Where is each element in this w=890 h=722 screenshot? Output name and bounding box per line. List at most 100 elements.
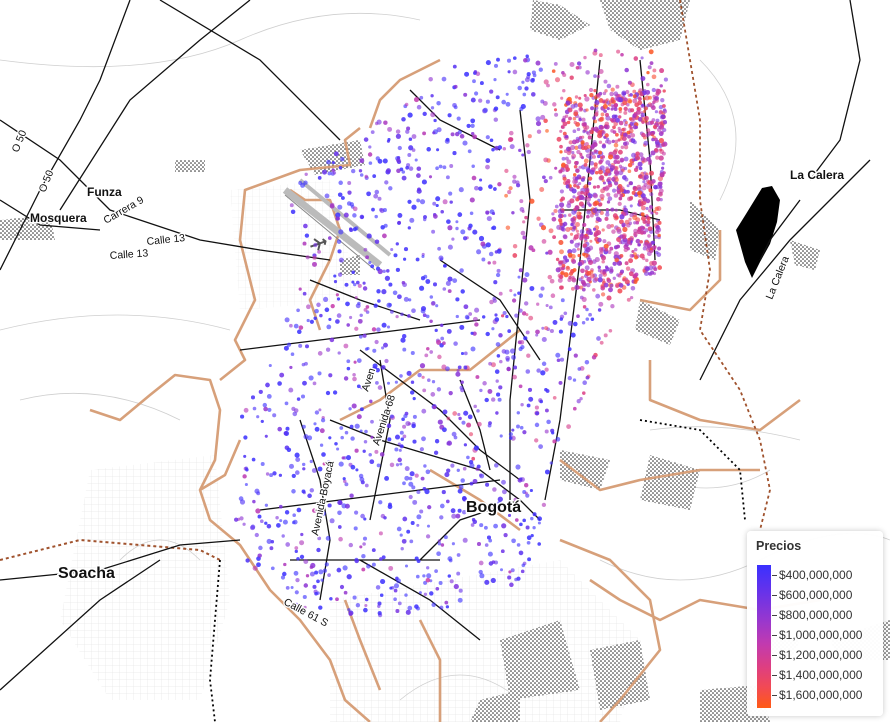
price-point bbox=[647, 131, 652, 136]
price-point bbox=[295, 457, 301, 462]
price-point bbox=[478, 560, 484, 566]
price-point bbox=[295, 470, 300, 475]
price-point bbox=[614, 117, 620, 123]
price-point bbox=[404, 411, 409, 416]
price-point bbox=[549, 328, 554, 334]
price-point bbox=[554, 204, 559, 209]
price-point bbox=[243, 407, 249, 413]
price-point bbox=[646, 82, 650, 87]
price-point bbox=[283, 431, 288, 436]
price-point bbox=[582, 243, 588, 248]
price-point bbox=[452, 151, 457, 156]
price-point bbox=[340, 435, 344, 440]
price-point bbox=[507, 70, 511, 74]
price-point bbox=[402, 516, 408, 522]
price-point bbox=[601, 255, 606, 261]
price-point bbox=[317, 176, 322, 180]
price-point bbox=[582, 222, 587, 228]
price-point bbox=[377, 299, 381, 303]
price-point bbox=[370, 264, 375, 269]
price-point bbox=[353, 282, 357, 287]
price-point bbox=[312, 508, 317, 513]
price-point bbox=[618, 283, 624, 288]
price-point bbox=[301, 462, 306, 467]
price-point bbox=[346, 455, 351, 461]
price-point bbox=[616, 190, 621, 195]
price-point bbox=[312, 261, 317, 267]
price-point bbox=[618, 107, 623, 111]
price-point bbox=[648, 49, 654, 55]
price-point bbox=[624, 219, 630, 225]
price-point bbox=[277, 426, 282, 432]
price-point bbox=[661, 161, 665, 166]
price-point bbox=[345, 301, 350, 307]
price-point bbox=[430, 301, 436, 306]
price-point bbox=[613, 169, 619, 175]
price-point bbox=[605, 168, 611, 174]
price-point bbox=[407, 153, 412, 157]
price-point bbox=[300, 532, 304, 537]
price-point bbox=[401, 117, 406, 122]
price-point bbox=[378, 531, 383, 536]
price-point bbox=[598, 169, 603, 175]
price-point bbox=[422, 487, 427, 491]
price-point bbox=[648, 95, 652, 100]
price-point bbox=[290, 586, 294, 589]
price-point bbox=[421, 179, 427, 185]
price-point bbox=[395, 434, 400, 440]
price-point bbox=[596, 74, 601, 79]
price-point bbox=[450, 508, 456, 514]
price-point bbox=[605, 267, 610, 272]
price-point bbox=[581, 287, 586, 292]
price-point bbox=[447, 556, 453, 562]
price-point bbox=[535, 60, 541, 66]
price-point bbox=[456, 571, 461, 576]
price-point bbox=[567, 375, 572, 381]
price-point bbox=[475, 375, 480, 379]
price-point bbox=[468, 223, 473, 228]
price-point bbox=[628, 117, 633, 121]
price-point bbox=[423, 592, 428, 596]
price-point bbox=[525, 525, 530, 530]
price-point bbox=[495, 379, 499, 383]
price-point bbox=[433, 214, 438, 219]
price-point bbox=[568, 140, 573, 145]
price-point bbox=[337, 525, 342, 529]
price-point bbox=[366, 191, 371, 197]
price-point bbox=[528, 315, 534, 321]
price-point bbox=[306, 304, 311, 310]
price-point bbox=[485, 158, 491, 163]
price-point bbox=[488, 538, 493, 543]
price-point bbox=[439, 605, 444, 610]
price-legend: Precios $400,000,000 $600,000,000 $800,0… bbox=[747, 531, 883, 716]
price-point bbox=[633, 279, 638, 284]
price-point bbox=[579, 397, 583, 401]
price-point bbox=[572, 195, 576, 199]
price-point bbox=[598, 202, 602, 207]
price-point bbox=[589, 273, 595, 279]
price-point bbox=[264, 434, 268, 438]
price-point bbox=[587, 181, 592, 186]
price-point bbox=[339, 426, 344, 430]
price-point bbox=[575, 222, 580, 227]
price-point bbox=[540, 286, 545, 291]
price-point bbox=[409, 539, 414, 544]
price-point bbox=[530, 516, 534, 521]
price-point bbox=[627, 169, 632, 174]
price-point bbox=[600, 112, 605, 117]
price-point bbox=[485, 60, 491, 66]
price-point bbox=[560, 227, 565, 231]
price-point bbox=[623, 156, 629, 162]
legend-tick bbox=[772, 595, 777, 596]
price-point bbox=[467, 149, 472, 154]
price-point bbox=[512, 174, 517, 179]
price-point bbox=[439, 503, 445, 509]
price-point bbox=[560, 96, 564, 100]
price-point bbox=[651, 137, 655, 142]
price-point bbox=[602, 91, 607, 96]
price-point bbox=[613, 142, 619, 148]
price-point bbox=[510, 348, 516, 354]
price-point bbox=[459, 134, 465, 139]
price-point bbox=[494, 369, 500, 374]
